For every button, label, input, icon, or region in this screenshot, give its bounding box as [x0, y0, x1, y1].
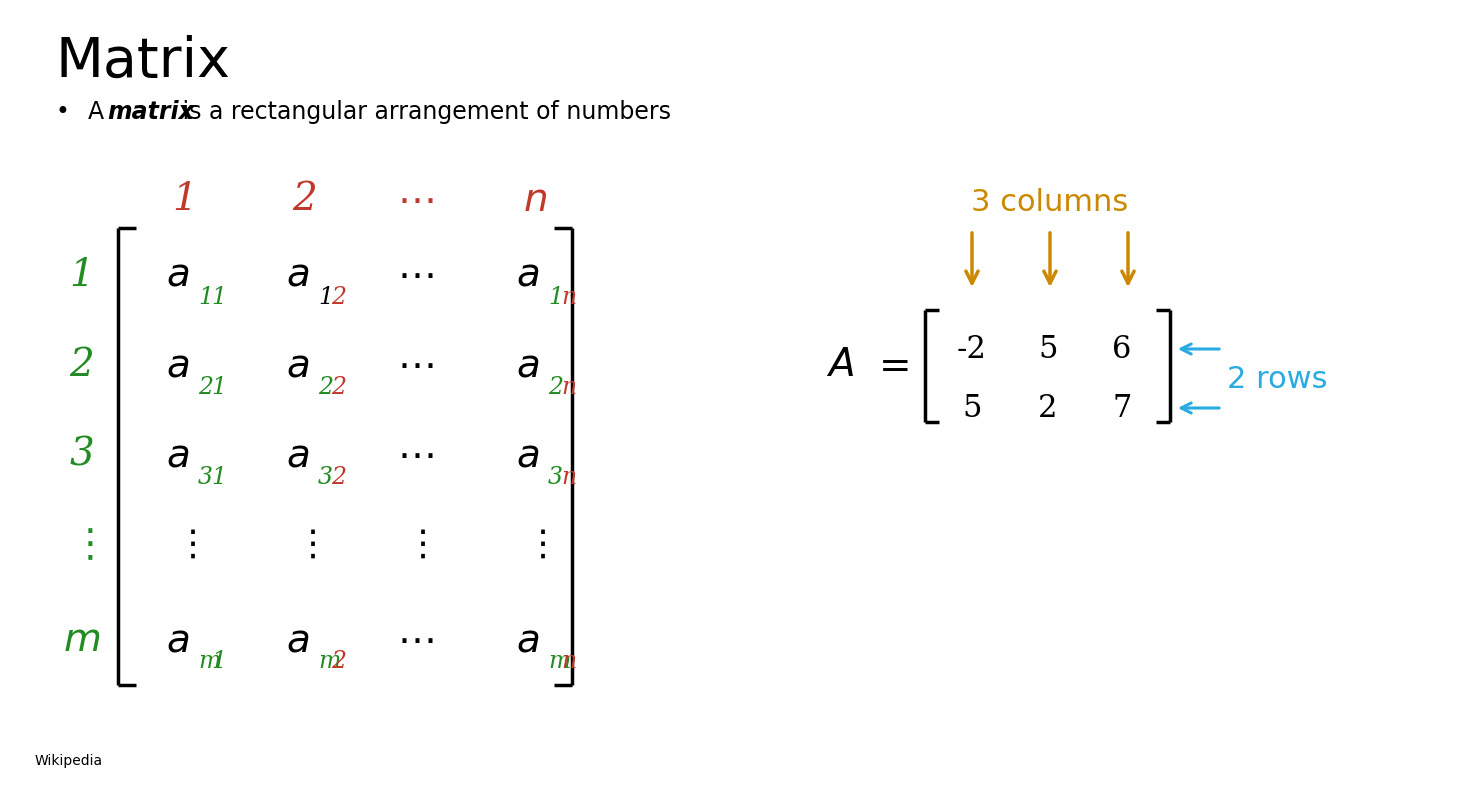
Text: 3 columns: 3 columns: [971, 187, 1129, 216]
Text: 5: 5: [962, 393, 981, 423]
Text: 1: 1: [212, 285, 226, 309]
Text: m: m: [199, 650, 220, 674]
Text: $a$: $a$: [286, 346, 310, 384]
Text: n: n: [561, 375, 577, 398]
Text: $a$: $a$: [286, 436, 310, 474]
Text: $a$: $a$: [166, 346, 190, 384]
Text: $a$: $a$: [286, 256, 310, 294]
Text: -2: -2: [958, 333, 987, 364]
Text: 1: 1: [318, 285, 333, 309]
Text: 3: 3: [70, 437, 95, 473]
Text: Wikipedia: Wikipedia: [35, 754, 104, 768]
Text: 2: 2: [331, 375, 346, 398]
Text: $\cdots$: $\cdots$: [397, 256, 434, 294]
Text: $n$: $n$: [523, 181, 548, 219]
Text: $A$: $A$: [826, 346, 854, 384]
Text: $m$: $m$: [63, 621, 101, 659]
Text: $a$: $a$: [517, 436, 540, 474]
Text: 2 rows: 2 rows: [1226, 364, 1327, 393]
Text: 3: 3: [548, 465, 564, 488]
Text: 1: 1: [199, 285, 213, 309]
Text: •: •: [55, 100, 69, 124]
Text: 2: 2: [199, 375, 213, 398]
Text: $\cdots$: $\cdots$: [397, 346, 434, 384]
Text: 1: 1: [548, 285, 564, 309]
Text: m: m: [318, 650, 340, 674]
Text: m: m: [548, 650, 571, 674]
Text: matrix: matrix: [107, 100, 194, 124]
Text: is a rectangular arrangement of numbers: is a rectangular arrangement of numbers: [175, 100, 672, 124]
Text: $\vdots$: $\vdots$: [174, 528, 196, 562]
Text: 1: 1: [212, 375, 226, 398]
Text: n: n: [561, 465, 577, 488]
Text: 7: 7: [1113, 393, 1132, 423]
Text: $\vdots$: $\vdots$: [404, 528, 426, 562]
Text: 1: 1: [70, 257, 95, 294]
Text: 1: 1: [212, 650, 226, 674]
Text: $a$: $a$: [166, 256, 190, 294]
Text: n: n: [561, 650, 577, 674]
Text: $\vdots$: $\vdots$: [293, 528, 315, 562]
Text: 2: 2: [292, 182, 317, 219]
Text: 5: 5: [1038, 333, 1057, 364]
Text: $a$: $a$: [517, 256, 540, 294]
Text: $a$: $a$: [166, 436, 190, 474]
Text: $=$: $=$: [872, 346, 910, 384]
Text: 2: 2: [331, 650, 346, 674]
Text: 2: 2: [548, 375, 564, 398]
Text: $\vdots$: $\vdots$: [70, 526, 93, 564]
Text: 6: 6: [1113, 333, 1132, 364]
Text: $\cdots$: $\cdots$: [397, 621, 434, 659]
Text: 2: 2: [1038, 393, 1057, 423]
Text: 2: 2: [318, 375, 333, 398]
Text: 3: 3: [318, 465, 333, 488]
Text: n: n: [561, 285, 577, 309]
Text: $\cdots$: $\cdots$: [397, 436, 434, 474]
Text: 2: 2: [70, 347, 95, 383]
Text: 2: 2: [331, 285, 346, 309]
Text: 1: 1: [172, 182, 197, 219]
Text: $a$: $a$: [517, 346, 540, 384]
Text: 3: 3: [199, 465, 213, 488]
Text: 2: 2: [331, 465, 346, 488]
Text: $a$: $a$: [286, 621, 310, 659]
Text: A: A: [88, 100, 111, 124]
Text: 1: 1: [212, 465, 226, 488]
Text: $a$: $a$: [517, 621, 540, 659]
Text: $\vdots$: $\vdots$: [524, 528, 546, 562]
Text: Matrix: Matrix: [55, 35, 231, 89]
Text: $\cdots$: $\cdots$: [397, 181, 434, 219]
Text: $a$: $a$: [166, 621, 190, 659]
